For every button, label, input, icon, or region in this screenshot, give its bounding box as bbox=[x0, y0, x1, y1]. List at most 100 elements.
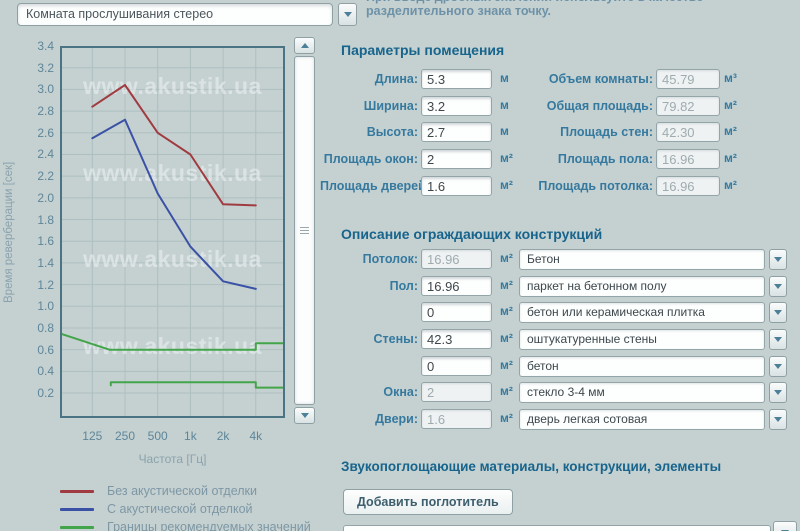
y-tick-label: 2.6 bbox=[37, 125, 54, 140]
y-tick-label: 3.0 bbox=[37, 82, 54, 97]
scrollbar-down-button[interactable] bbox=[294, 407, 315, 424]
absorber-select-cutoff[interactable] bbox=[343, 525, 771, 531]
floor-extra-material-select[interactable]: бетон или керамическая плитка bbox=[519, 302, 765, 323]
windows-area-input[interactable] bbox=[421, 149, 492, 169]
decimal-separator-note: При вводе дробных значений используйте в… bbox=[366, 0, 796, 20]
series-line bbox=[109, 381, 285, 389]
chevron-down-icon bbox=[774, 390, 782, 395]
floor-main-unit: м² bbox=[500, 278, 513, 292]
walls-area-unit: м² bbox=[724, 124, 737, 138]
walls-main-material-arrow-button[interactable] bbox=[769, 329, 787, 350]
windows-area-unit: м² bbox=[500, 151, 513, 165]
y-tick-label: 2.2 bbox=[37, 169, 54, 184]
floor-main-label: Пол: bbox=[389, 279, 418, 293]
height-input[interactable] bbox=[421, 122, 492, 142]
walls-main-unit: м² bbox=[500, 331, 513, 345]
floor-extra-unit: м² bbox=[500, 304, 513, 318]
room-volume-label: Объем комнаты: bbox=[548, 72, 653, 86]
doors-unit: м² bbox=[500, 411, 513, 425]
y-tick-label: 2.0 bbox=[37, 190, 54, 205]
section-heading-constructions: Описание ограждающих конструкций bbox=[341, 226, 603, 242]
floor-main-material-arrow-button[interactable] bbox=[769, 276, 787, 297]
windows-material-select[interactable]: стекло 3-4 мм bbox=[519, 382, 765, 403]
doors-area-input[interactable] bbox=[421, 176, 492, 196]
windows-input bbox=[421, 382, 492, 402]
walls-main-material-select[interactable]: оштукатуренные стены bbox=[519, 329, 765, 350]
x-axis-title: Частота [Гц] bbox=[138, 452, 207, 466]
y-tick-label: 1.8 bbox=[37, 212, 54, 227]
length-input[interactable] bbox=[421, 69, 492, 89]
room-type-select[interactable]: Комната прослушивания стерео bbox=[17, 3, 333, 26]
scrollbar-thumb[interactable] bbox=[294, 56, 315, 405]
watermark-text: www.akustik.ua bbox=[82, 246, 262, 272]
section-heading-room-params: Параметры помещения bbox=[341, 42, 505, 58]
ceiling-area-input bbox=[656, 176, 720, 196]
x-tick-label: 250 bbox=[114, 429, 136, 443]
walls-extra-material-arrow-button[interactable] bbox=[769, 356, 787, 377]
doors-material-select[interactable]: дверь легкая сотовая bbox=[519, 409, 765, 430]
chevron-down-icon bbox=[774, 284, 782, 289]
triangle-down-icon bbox=[300, 413, 309, 418]
doors-material-arrow-button[interactable] bbox=[769, 409, 787, 430]
windows-label: Окна: bbox=[383, 385, 418, 399]
legend-item: С акустической отделкой bbox=[60, 502, 253, 516]
height-unit: м bbox=[500, 124, 509, 138]
ceiling-material-select[interactable]: Бетон bbox=[519, 249, 765, 270]
y-tick-label: 1.2 bbox=[37, 277, 54, 292]
chart-scrollbar bbox=[294, 37, 315, 424]
room-volume-unit: м³ bbox=[724, 71, 737, 85]
note-line-1: При вводе дробных значений используйте в… bbox=[366, 0, 796, 4]
x-tick-label: 4k bbox=[249, 429, 263, 443]
floor-area-input bbox=[656, 149, 720, 169]
chevron-down-icon bbox=[774, 257, 782, 262]
legend-line-swatch bbox=[60, 525, 94, 529]
ceiling-material-arrow-button[interactable] bbox=[769, 249, 787, 270]
chevron-down-icon bbox=[343, 12, 352, 17]
length-label: Длина: bbox=[374, 72, 418, 86]
width-unit: м bbox=[500, 98, 509, 112]
chevron-down-icon bbox=[774, 310, 782, 315]
series-line bbox=[91, 118, 257, 290]
windows-material-arrow-button[interactable] bbox=[769, 382, 787, 403]
chevron-down-icon bbox=[774, 337, 782, 342]
chevron-down-icon bbox=[781, 529, 789, 531]
walls-extra-input[interactable] bbox=[421, 356, 492, 376]
triangle-up-icon bbox=[300, 43, 309, 48]
x-tick-label: 2k bbox=[216, 429, 230, 443]
scrollbar-up-button[interactable] bbox=[294, 37, 315, 54]
legend-item: Границы рекомендуемых значений bbox=[60, 520, 311, 531]
walls-area-input bbox=[656, 122, 720, 142]
y-tick-label: 0.6 bbox=[37, 342, 54, 357]
floor-main-material-select[interactable]: паркет на бетонном полу bbox=[519, 276, 765, 297]
legend-label: С акустической отделкой bbox=[107, 502, 253, 516]
y-tick-label: 1.6 bbox=[37, 234, 54, 249]
reverberation-chart: www.akustik.ua www.akustik.ua www.akustik.… bbox=[59, 46, 285, 418]
floor-main-input[interactable] bbox=[421, 276, 492, 296]
walls-main-label: Стены: bbox=[373, 332, 419, 346]
height-label: Высота: bbox=[366, 125, 418, 139]
legend-label: Без акустической отделки bbox=[107, 484, 258, 498]
y-tick-label: 0.4 bbox=[37, 364, 54, 379]
watermark-text: www.akustik.ua bbox=[82, 333, 262, 359]
floor-extra-input[interactable] bbox=[421, 302, 492, 322]
add-absorber-button[interactable]: Добавить поглотитель bbox=[343, 489, 513, 515]
total-area-input bbox=[656, 96, 720, 116]
legend-line-swatch bbox=[60, 507, 94, 511]
walls-main-input[interactable] bbox=[421, 329, 492, 349]
absorber-select-arrow-button[interactable] bbox=[773, 521, 797, 531]
length-unit: м bbox=[500, 71, 509, 85]
walls-extra-material-select[interactable]: бетон bbox=[519, 356, 765, 377]
ceiling-input bbox=[421, 249, 492, 269]
width-input[interactable] bbox=[421, 96, 492, 116]
legend-line-swatch bbox=[60, 489, 94, 493]
windows-unit: м² bbox=[500, 384, 513, 398]
x-tick-label: 125 bbox=[82, 429, 103, 443]
ceiling-area-unit: м² bbox=[724, 178, 737, 192]
floor-extra-material-arrow-button[interactable] bbox=[769, 302, 787, 323]
total-area-label: Общая площадь: bbox=[546, 99, 653, 113]
legend-label: Границы рекомендуемых значений bbox=[107, 520, 311, 531]
room-volume-input bbox=[656, 69, 720, 89]
y-tick-label: 0.8 bbox=[37, 320, 54, 335]
room-type-select-arrow-button[interactable] bbox=[338, 3, 357, 26]
